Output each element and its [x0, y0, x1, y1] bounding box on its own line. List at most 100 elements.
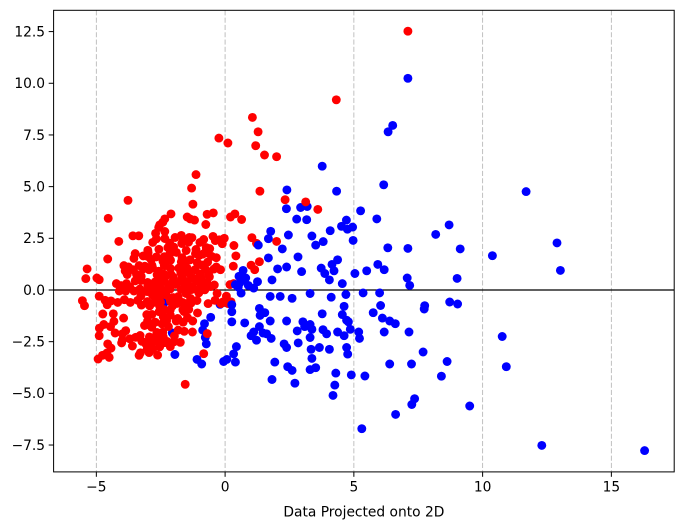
- red-class-point: [183, 285, 193, 295]
- red-class-point: [143, 316, 153, 326]
- red-class-point: [150, 317, 160, 327]
- red-class-point: [199, 349, 209, 359]
- red-class-point: [177, 239, 187, 248]
- blue-class-point: [307, 353, 317, 363]
- blue-class-point: [355, 333, 364, 343]
- axis-tick-labels: −5 0 5 10 15 12.5 10.0 7.5 5.0 2.5 0.0 −2.5 −5.0 −7.5: [12, 24, 621, 495]
- y-tick-label: 7.5: [23, 128, 45, 144]
- x-tick-label: 0: [221, 479, 230, 495]
- red-class-point: [152, 337, 162, 347]
- y-tick-label: 5.0: [23, 180, 45, 196]
- red-class-point: [204, 270, 214, 280]
- blue-class-point: [385, 359, 395, 369]
- blue-class-point: [287, 365, 297, 375]
- red-class-point: [106, 343, 116, 353]
- blue-class-point: [263, 234, 273, 244]
- blue-class-point: [410, 394, 420, 404]
- red-class-point: [403, 26, 413, 36]
- red-class-point: [136, 291, 146, 301]
- red-class-point: [254, 257, 264, 267]
- red-class-point: [190, 215, 199, 225]
- red-class-point: [150, 277, 160, 287]
- red-class-point: [188, 316, 198, 326]
- red-class-point: [127, 341, 137, 351]
- red-class-point: [280, 195, 290, 205]
- red-class-point: [147, 260, 157, 270]
- blue-class-point: [339, 331, 349, 341]
- blue-class-point: [317, 309, 327, 319]
- red-class-point: [158, 327, 168, 337]
- blue-class-point: [240, 318, 250, 328]
- red-class-point: [250, 265, 260, 275]
- red-class-point: [313, 204, 323, 214]
- red-class-point: [193, 308, 202, 318]
- red-class-point: [202, 329, 212, 339]
- red-class-point: [110, 328, 120, 338]
- red-class-point: [81, 274, 91, 284]
- red-class-point: [208, 208, 218, 218]
- red-class-point: [103, 213, 113, 223]
- blue-class-points: [192, 73, 650, 456]
- red-class-point: [165, 305, 175, 315]
- red-class-point: [94, 275, 104, 285]
- blue-class-point: [455, 244, 465, 254]
- red-class-point: [98, 350, 107, 360]
- blue-class-point: [283, 230, 293, 240]
- red-class-point: [153, 350, 163, 360]
- red-class-point: [152, 270, 162, 280]
- blue-class-point: [329, 266, 339, 276]
- blue-class-point: [230, 280, 240, 290]
- blue-class-point: [431, 229, 441, 239]
- red-class-point: [98, 309, 108, 319]
- red-class-point: [229, 241, 239, 250]
- red-class-point: [108, 309, 118, 319]
- blue-class-point: [305, 289, 315, 298]
- blue-class-point: [234, 271, 244, 281]
- red-class-point: [202, 277, 212, 287]
- blue-class-point: [383, 127, 393, 137]
- blue-class-point: [487, 251, 497, 261]
- y-tick-label: 10.0: [14, 76, 45, 92]
- blue-class-point: [293, 252, 303, 262]
- red-class-point: [149, 297, 159, 307]
- red-class-point: [176, 276, 186, 286]
- red-class-point: [143, 278, 153, 287]
- red-class-point: [188, 199, 198, 209]
- red-class-point: [187, 327, 197, 337]
- plot-border: [53, 9, 675, 473]
- red-class-point: [231, 251, 241, 261]
- blue-class-point: [379, 265, 389, 275]
- blue-class-point: [330, 380, 340, 390]
- red-class-point: [223, 138, 233, 148]
- red-class-point: [159, 269, 169, 279]
- blue-class-point: [300, 322, 310, 332]
- blue-class-point: [307, 324, 317, 334]
- red-class-point: [209, 264, 219, 274]
- red-class-point: [113, 297, 123, 307]
- blue-class-point: [357, 424, 367, 434]
- blue-class-point: [249, 283, 259, 293]
- red-class-point: [205, 244, 215, 254]
- red-class-point: [165, 284, 175, 294]
- red-class-point: [201, 220, 211, 229]
- blue-class-point: [497, 332, 507, 341]
- red-class-point: [94, 323, 104, 333]
- blue-class-point: [537, 440, 547, 450]
- red-class-point: [114, 286, 124, 296]
- blue-class-point: [341, 215, 351, 225]
- blue-class-point: [231, 342, 241, 352]
- blue-class-point: [253, 240, 263, 250]
- red-class-point: [178, 297, 188, 307]
- blue-class-point: [402, 273, 412, 283]
- red-class-point: [160, 227, 170, 236]
- red-class-point: [192, 276, 202, 286]
- red-class-point: [154, 244, 164, 254]
- red-class-point: [219, 233, 229, 243]
- blue-class-point: [265, 291, 275, 301]
- red-class-point: [162, 316, 172, 326]
- red-class-point: [195, 269, 205, 279]
- blue-class-point: [246, 331, 256, 341]
- blue-class-point: [318, 237, 328, 247]
